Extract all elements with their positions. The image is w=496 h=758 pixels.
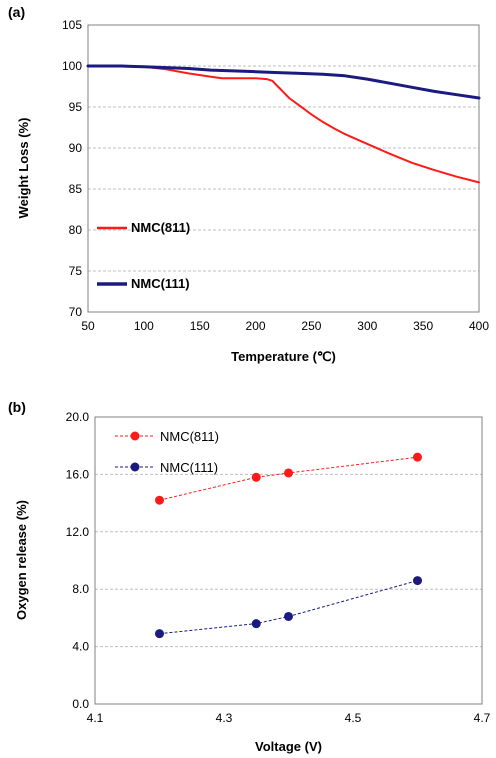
panel-b-y-axis-title: Oxygen release (%): [14, 500, 29, 620]
legend-label-nmc811: NMC(811): [160, 429, 219, 444]
y-tick-label: 70: [69, 305, 83, 319]
x-tick-label: 200: [246, 319, 266, 333]
data-point-nmc111: [155, 629, 164, 639]
panel-a-label: (a): [8, 4, 25, 20]
legend-marker-nmc811: [130, 431, 140, 441]
data-point-nmc811: [284, 468, 293, 478]
panel-b-gridlines: [95, 473, 482, 648]
y-tick-label: 16.0: [66, 467, 90, 481]
data-point-nmc811: [155, 495, 164, 505]
y-tick-label: 12.0: [66, 525, 90, 539]
y-tick-label: 90: [69, 141, 83, 155]
panel-a-plot-area: [87, 24, 480, 313]
panel-b-x-axis-title: Voltage (V): [255, 739, 322, 754]
data-point-nmc111: [284, 611, 293, 621]
data-point-nmc811: [413, 452, 422, 462]
x-tick-label: 300: [357, 319, 377, 333]
y-tick-label: 80: [69, 223, 83, 237]
panel-a-series: [86, 64, 481, 184]
x-tick-label: 400: [469, 319, 489, 333]
x-tick-label: 4.1: [87, 711, 104, 725]
x-tick-label: 150: [190, 319, 210, 333]
panel-b-x-tick-labels: 4.1 4.3 4.5 4.7: [87, 711, 491, 725]
y-tick-label: 75: [69, 264, 83, 278]
y-tick-label: 20.0: [66, 410, 90, 424]
series-line-nmc811: [159, 456, 418, 501]
y-tick-label: 8.0: [72, 582, 89, 596]
x-tick-label: 4.5: [345, 711, 362, 725]
panel-a-x-axis-title: Temperature (℃): [231, 349, 336, 364]
y-tick-label: 105: [62, 18, 82, 32]
legend-label-nmc111: NMC(111): [131, 276, 190, 291]
data-point-nmc111: [413, 576, 422, 586]
panel-a-legend: NMC(811) NMC(111): [97, 220, 190, 291]
legend-label-nmc811: NMC(811): [131, 220, 190, 235]
y-tick-label: 100: [62, 59, 82, 73]
panel-a-x-tick-labels: 50 100 150 200 250 300 350 400: [81, 319, 489, 333]
panel-b-plot-area: [94, 416, 483, 705]
data-point-nmc811: [251, 472, 261, 482]
x-tick-label: 100: [134, 319, 154, 333]
series-line-nmc111: [159, 580, 418, 635]
panel-a-y-tick-labels: 70 75 80 85 90 95 100 105: [62, 18, 82, 319]
chart-panel-b: (b) 0.0 4.0 8.0 12.0 16.0 20.0 4.1 4.3 4.5 4.7 N…: [8, 399, 491, 754]
x-tick-label: 4.3: [216, 711, 233, 725]
y-tick-label: 85: [69, 182, 83, 196]
x-tick-label: 350: [413, 319, 433, 333]
panel-b-label: (b): [8, 399, 26, 415]
panel-b-legend: NMC(811) NMC(111): [115, 429, 219, 475]
y-tick-label: 4.0: [72, 640, 89, 654]
panel-b-y-tick-labels: 0.0 4.0 8.0 12.0 16.0 20.0: [66, 410, 90, 711]
data-point-nmc111: [251, 619, 261, 629]
x-tick-label: 250: [301, 319, 321, 333]
x-tick-label: 4.7: [474, 711, 491, 725]
y-tick-label: 95: [69, 100, 83, 114]
series-line-nmc811: [87, 65, 480, 184]
chart-panel-a: (a) 70 75 80 85 90 95 100 105 50 100 150 200 250 300…: [8, 4, 489, 364]
x-tick-label: 50: [81, 319, 95, 333]
legend-marker-nmc111: [130, 462, 140, 472]
panel-b-series: [155, 452, 422, 639]
panel-a-y-axis-title: Weight Loss (%): [16, 118, 31, 219]
legend-label-nmc111: NMC(111): [160, 460, 218, 475]
series-line-nmc111: [86, 64, 481, 100]
y-tick-label: 0.0: [72, 697, 89, 711]
